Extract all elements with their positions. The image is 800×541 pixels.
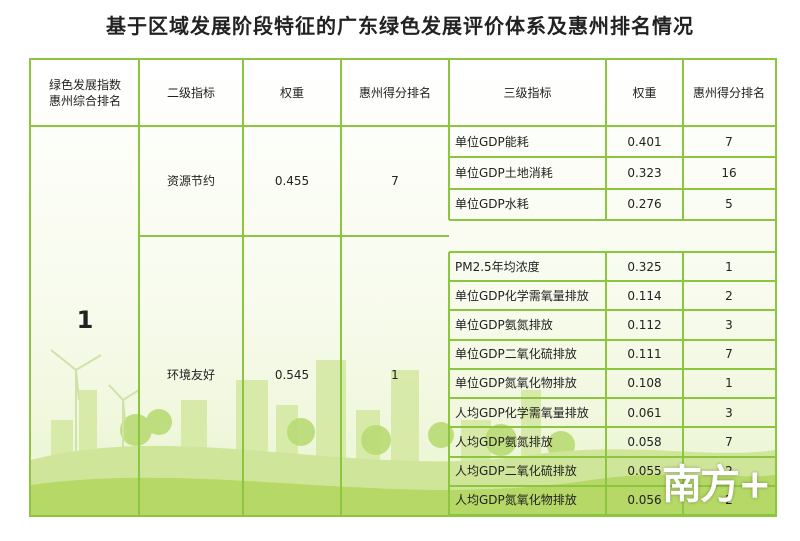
indicator-name: 人均GDP二氧化硫排放 bbox=[455, 464, 577, 479]
grid-line bbox=[682, 60, 684, 126]
indicator-rank: 2 bbox=[725, 493, 733, 508]
indicator-weight: 0.055 bbox=[627, 464, 662, 479]
group-weight: 0.545 bbox=[274, 368, 310, 383]
overall-rank: 1 bbox=[76, 306, 94, 335]
indicator-weight: 0.325 bbox=[627, 259, 662, 274]
indicator-weight: 0.056 bbox=[627, 493, 662, 508]
group-rank: 7 bbox=[391, 173, 399, 188]
indicator-weight: 0.058 bbox=[627, 434, 662, 449]
indicator-name: 人均GDP化学需氧量排放 bbox=[455, 405, 589, 420]
nanfang-plus-watermark: 南方+ bbox=[662, 461, 772, 508]
grid-line bbox=[448, 60, 450, 126]
header-weight3: 权重 bbox=[632, 85, 657, 100]
indicator-name: 单位GDP化学需氧量排放 bbox=[455, 288, 589, 303]
grid-line bbox=[31, 125, 775, 127]
header-rank2: 惠州得分排名 bbox=[358, 85, 431, 100]
indicator-name: PM2.5年均浓度 bbox=[455, 259, 540, 274]
grid-line bbox=[605, 60, 607, 126]
grid-line bbox=[242, 60, 244, 515]
indicator-rank: 7 bbox=[725, 134, 733, 149]
grid-line bbox=[449, 397, 775, 400]
indicator-name: 单位GDP能耗 bbox=[455, 134, 529, 149]
indicator-rank: 3 bbox=[725, 317, 733, 332]
header-level3: 三级指标 bbox=[503, 85, 552, 100]
group-rank: 1 bbox=[391, 368, 399, 383]
grid-line bbox=[682, 252, 684, 515]
grid-line bbox=[340, 60, 342, 515]
indicator-rank: 2 bbox=[725, 288, 733, 303]
grid-line bbox=[449, 309, 775, 312]
indicator-rank: 5 bbox=[725, 197, 733, 212]
indicator-name: 单位GDP氮氧化物排放 bbox=[455, 376, 577, 391]
indicator-rank: 3 bbox=[725, 405, 733, 420]
indicator-rank: 1 bbox=[725, 376, 733, 391]
indicator-weight: 0.111 bbox=[627, 347, 662, 362]
page-title: 基于区域发展阶段特征的广东绿色发展评价体系及惠州排名情况 bbox=[106, 14, 694, 38]
group-name: 资源节约 bbox=[166, 173, 215, 188]
indicator-weight: 0.061 bbox=[627, 405, 662, 420]
header-weight2: 权重 bbox=[279, 85, 304, 100]
indicator-name: 人均GDP氨氮排放 bbox=[455, 434, 553, 449]
grid-line bbox=[448, 252, 450, 515]
indicator-weight: 0.108 bbox=[627, 376, 662, 391]
indicator-weight: 0.276 bbox=[627, 197, 662, 212]
grid-line bbox=[605, 252, 607, 515]
header-level2: 二级指标 bbox=[166, 85, 215, 100]
grid-line bbox=[682, 126, 684, 220]
indicator-name: 单位GDP水耗 bbox=[455, 197, 529, 212]
header-overall: 绿色发展指数 惠州综合排名 bbox=[48, 77, 121, 108]
indicator-weight: 0.114 bbox=[627, 288, 662, 303]
grid-line bbox=[138, 60, 140, 515]
indicator-rank: 7 bbox=[725, 347, 733, 362]
indicator-weight: 0.323 bbox=[627, 165, 662, 180]
grid-line bbox=[449, 280, 775, 283]
indicator-rank: 16 bbox=[721, 165, 737, 180]
grid-line bbox=[449, 219, 775, 221]
grid-line bbox=[449, 367, 775, 370]
indicator-name: 单位GDP二氧化硫排放 bbox=[455, 347, 577, 362]
grid-line bbox=[449, 484, 775, 487]
grid-line bbox=[449, 156, 775, 159]
grid-line bbox=[139, 235, 449, 237]
indicator-rank: 1 bbox=[725, 259, 733, 274]
grid-line bbox=[449, 455, 775, 458]
header-rank3: 惠州得分排名 bbox=[692, 85, 765, 100]
indicator-weight: 0.401 bbox=[627, 134, 662, 149]
grid-line bbox=[449, 426, 775, 429]
grid-line bbox=[449, 338, 775, 341]
indicator-name: 单位GDP氨氮排放 bbox=[455, 317, 553, 332]
ranking-table: 绿色发展指数 惠州综合排名 二级指标 权重 惠州得分排名 三级指标 权重 惠州得分排名 1 资源… bbox=[29, 58, 777, 517]
grid-line bbox=[449, 187, 775, 190]
indicator-name: 人均GDP氮氧化物排放 bbox=[455, 493, 577, 508]
indicator-name: 单位GDP土地消耗 bbox=[455, 165, 553, 180]
indicator-rank: 2 bbox=[725, 464, 733, 479]
indicator-rank: 7 bbox=[725, 434, 733, 449]
grid-line bbox=[449, 251, 775, 253]
group-weight: 0.455 bbox=[274, 173, 310, 188]
grid-line bbox=[448, 126, 450, 220]
group-name: 环境友好 bbox=[166, 368, 215, 383]
grid-line bbox=[605, 126, 607, 220]
green-city-illustration bbox=[31, 349, 775, 515]
grid-line bbox=[449, 514, 775, 515]
indicator-weight: 0.112 bbox=[627, 317, 662, 332]
